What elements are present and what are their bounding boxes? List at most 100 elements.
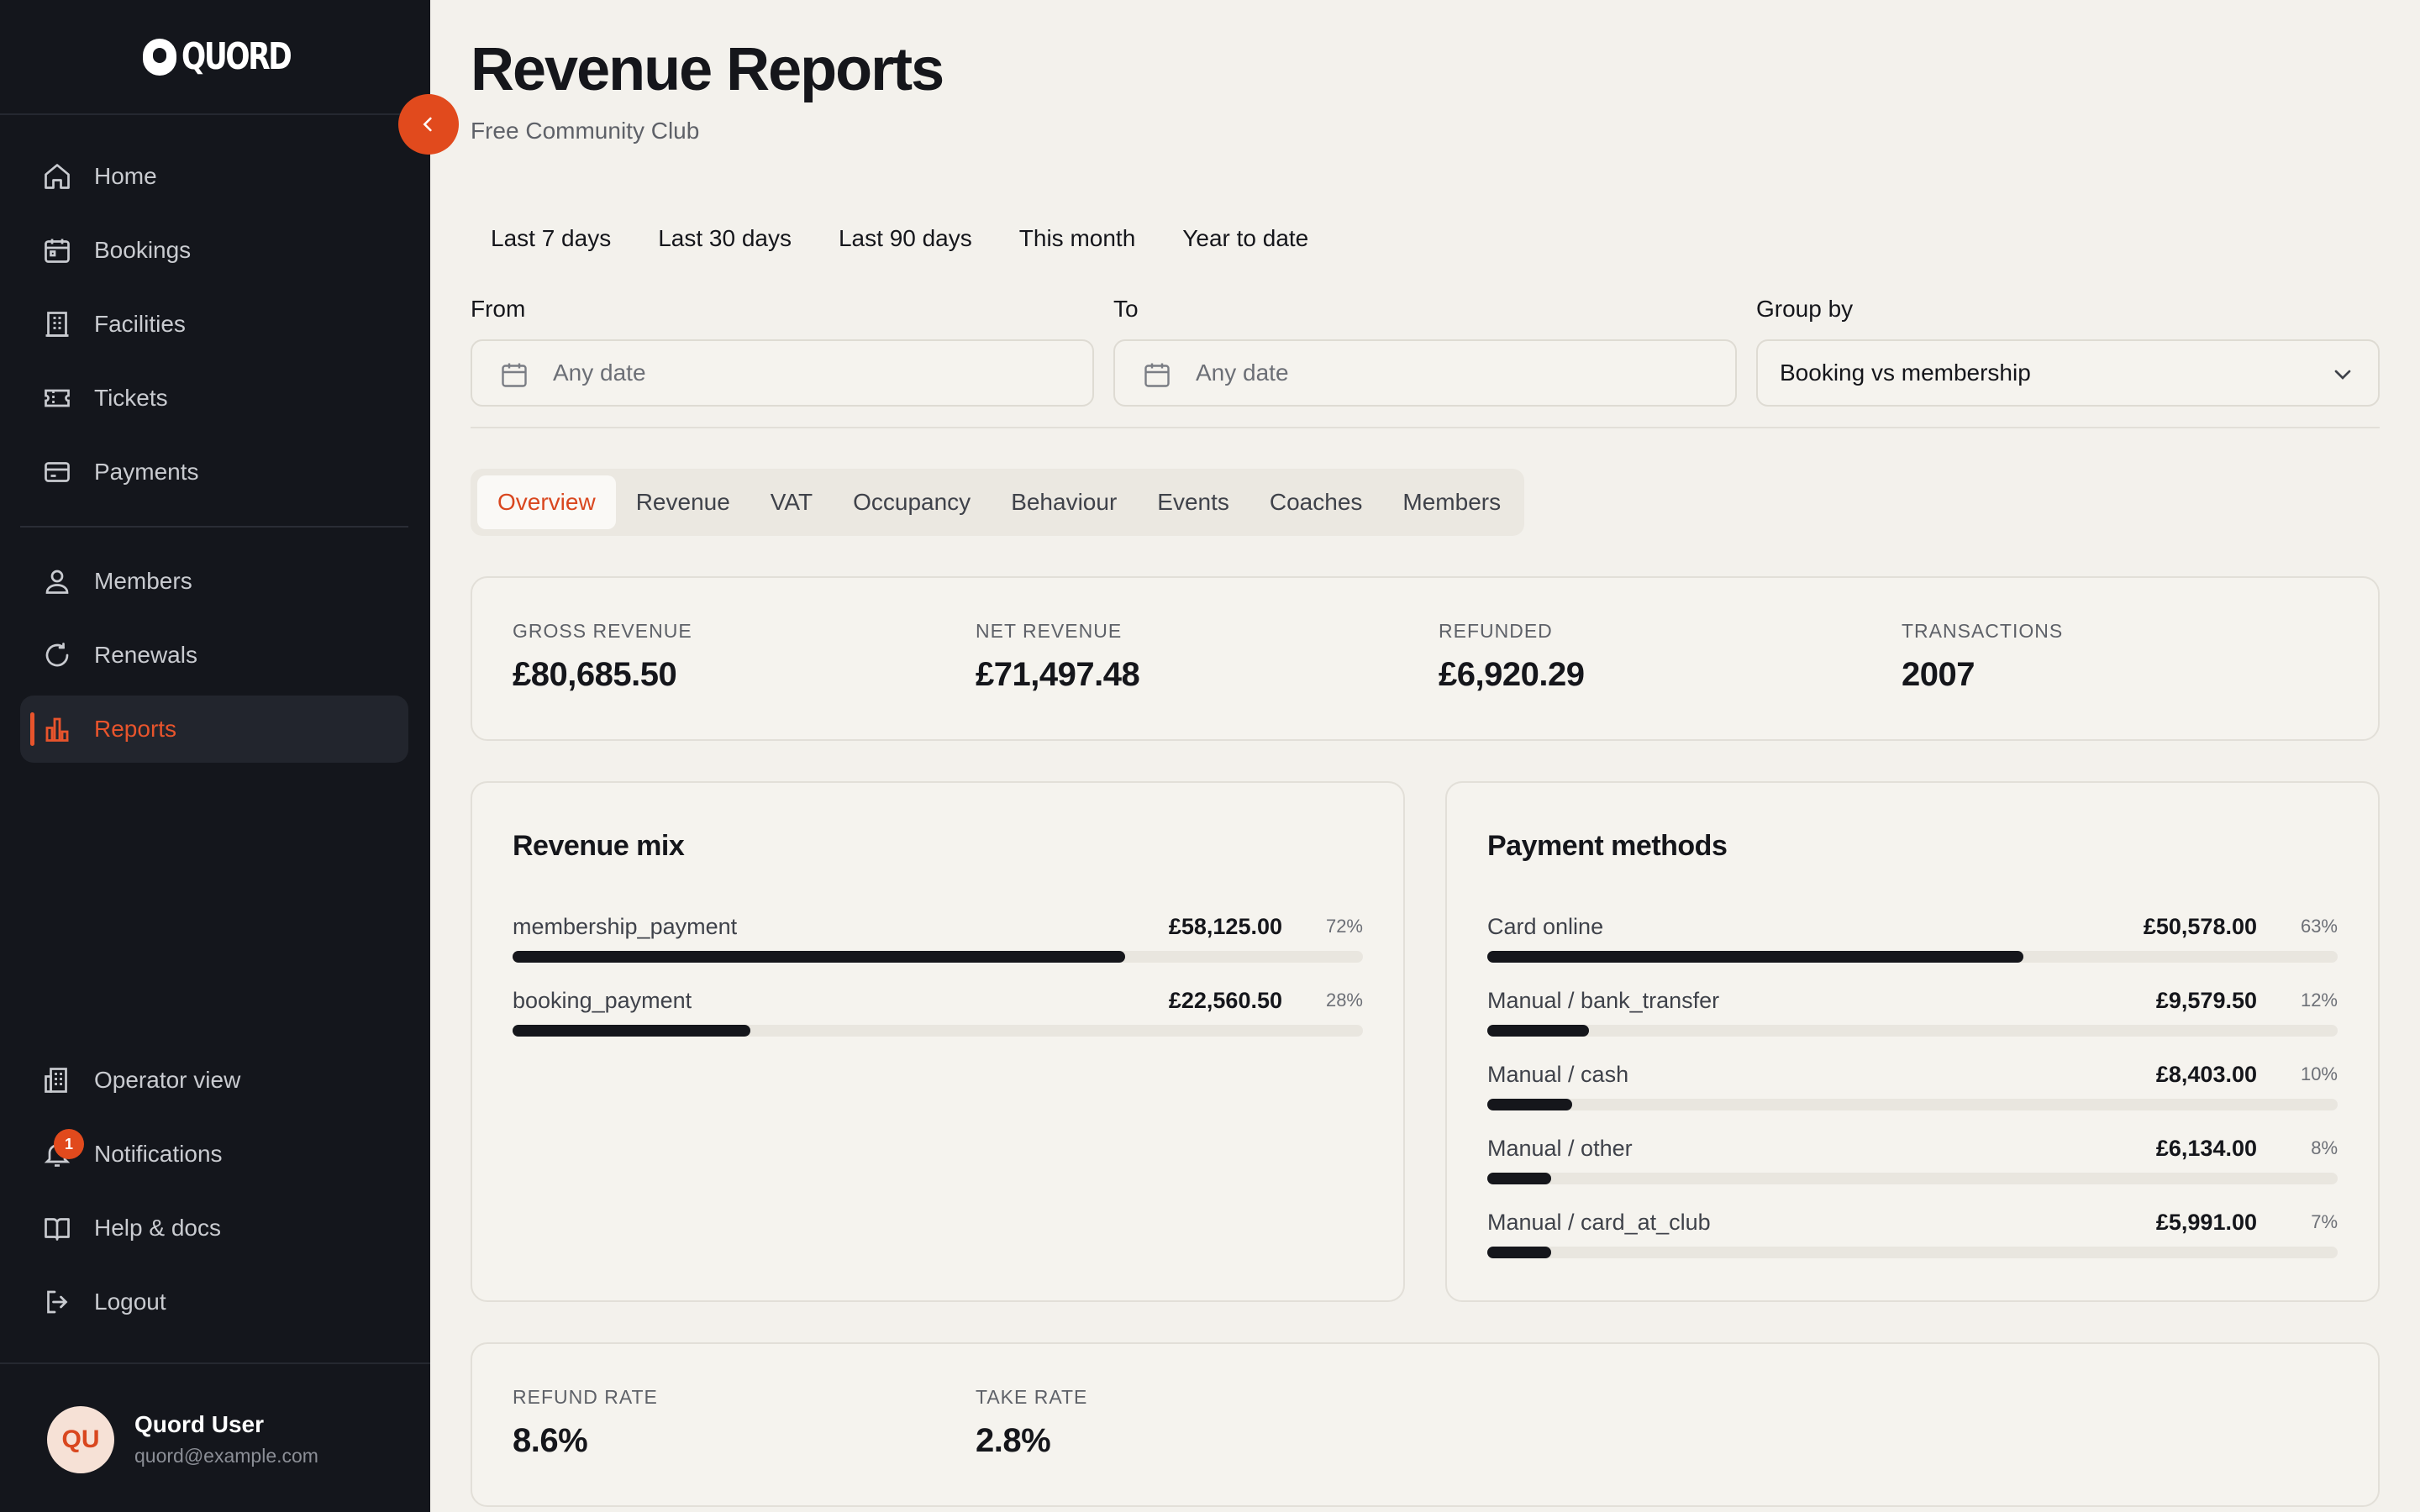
range-last-90-days[interactable]: Last 90 days	[838, 225, 972, 251]
payment-method-row: Manual / other £6,134.00 8%	[1487, 1136, 2338, 1194]
row-percent: 28%	[1325, 990, 1363, 1011]
row-percent: 7%	[2311, 1211, 2338, 1232]
sidebar-item-label: Help & docs	[94, 1215, 221, 1241]
group-by-value: Booking vs membership	[1780, 360, 2031, 386]
payment-method-row: Manual / bank_transfer £9,579.50 12%	[1487, 988, 2338, 1047]
progress-track	[1487, 1025, 2338, 1037]
tab-behaviour[interactable]: Behaviour	[1011, 489, 1118, 515]
calendar-icon	[502, 363, 527, 387]
tab-vat[interactable]: VAT	[770, 489, 813, 515]
stat-take-rate: TAKE RATE 2.8%	[976, 1386, 1087, 1460]
row-amount: £8,403.00	[2155, 1062, 2257, 1087]
calendar-icon	[1144, 363, 1170, 387]
from-label: From	[471, 296, 526, 322]
range-last-30-days[interactable]: Last 30 days	[658, 225, 792, 251]
progress-fill	[1487, 951, 2023, 963]
collapse-sidebar-button[interactable]	[398, 94, 459, 155]
to-label: To	[1113, 296, 1139, 322]
stat-value: 2007	[1902, 656, 1975, 693]
stat-net-revenue: NET REVENUE £71,497.48	[976, 620, 1140, 694]
tab-overview[interactable]: Overview	[477, 475, 616, 529]
summary-card: GROSS REVENUE £80,685.50 NET REVENUE £71…	[471, 576, 2380, 741]
progress-track	[1487, 1099, 2338, 1110]
to-date-field[interactable]: Any date	[1113, 339, 1737, 407]
stat-value: £6,920.29	[1439, 656, 1585, 693]
progress-track	[1487, 1173, 2338, 1184]
payment-methods-card: Payment methods Card online £50,578.00 6…	[1445, 781, 2380, 1302]
tab-members[interactable]: Members	[1402, 489, 1502, 515]
sidebar: QUORD Home Bookings Facilities Tickets P…	[0, 0, 430, 1512]
row-amount: £9,579.50	[2155, 988, 2257, 1013]
stat-label: NET REVENUE	[976, 620, 1123, 642]
sidebar-item-label: Logout	[94, 1289, 166, 1315]
book-icon	[40, 1211, 74, 1245]
sidebar-item-help[interactable]: Help & docs	[20, 1194, 408, 1262]
user-name: Quord User	[134, 1411, 265, 1437]
logo-text: QUORD	[182, 35, 292, 78]
tab-revenue[interactable]: Revenue	[635, 489, 730, 515]
row-name: Manual / card_at_club	[1487, 1210, 1711, 1235]
card-icon	[40, 455, 74, 489]
stat-value: £71,497.48	[976, 656, 1140, 693]
from-date-placeholder: Any date	[553, 360, 646, 386]
stat-label: GROSS REVENUE	[513, 620, 692, 642]
sidebar-item-logout[interactable]: Logout	[20, 1268, 408, 1336]
office-icon	[40, 1063, 74, 1097]
sidebar-item-label: Home	[94, 163, 157, 189]
sidebar-item-home[interactable]: Home	[20, 143, 408, 210]
payment-method-row: Manual / card_at_club £5,991.00 7%	[1487, 1210, 2338, 1268]
row-name: booking_payment	[513, 988, 692, 1013]
row-percent: 12%	[2300, 990, 2338, 1011]
sidebar-divider	[20, 526, 408, 528]
sidebar-item-renewals[interactable]: Renewals	[20, 622, 408, 689]
building-icon	[40, 307, 74, 341]
sidebar-item-label: Facilities	[94, 311, 186, 337]
sidebar-item-operator-view[interactable]: Operator view	[20, 1047, 408, 1114]
row-name: Manual / other	[1487, 1136, 1633, 1161]
brand-logo[interactable]: QUORD	[0, 0, 430, 115]
tab-events[interactable]: Events	[1157, 489, 1229, 515]
sidebar-item-label: Renewals	[94, 642, 197, 668]
range-year-to-date[interactable]: Year to date	[1182, 225, 1309, 251]
progress-track	[513, 951, 1363, 963]
revenue-mix-row: booking_payment £22,560.50 28%	[513, 988, 1363, 1047]
sidebar-item-label: Tickets	[94, 385, 168, 411]
sidebar-item-payments[interactable]: Payments	[20, 438, 408, 506]
sidebar-item-facilities[interactable]: Facilities	[20, 291, 408, 358]
stat-label: TRANSACTIONS	[1902, 620, 2064, 642]
ticket-icon	[40, 381, 74, 415]
chevron-left-icon	[423, 117, 432, 132]
refresh-icon	[40, 638, 74, 672]
range-last-7-days[interactable]: Last 7 days	[491, 225, 612, 251]
user-profile[interactable]: QU Quord User quord@example.com	[0, 1362, 430, 1512]
filter-divider	[471, 427, 2380, 428]
tab-occupancy[interactable]: Occupancy	[853, 489, 971, 515]
page-title: Revenue Reports	[471, 36, 944, 103]
tab-coaches[interactable]: Coaches	[1269, 489, 1363, 515]
sidebar-item-label: Payments	[94, 459, 199, 485]
progress-track	[513, 1025, 1363, 1037]
sidebar-item-bookings[interactable]: Bookings	[20, 217, 408, 284]
progress-fill	[1487, 1025, 1590, 1037]
row-amount: £5,991.00	[2155, 1210, 2257, 1235]
sidebar-item-label: Bookings	[94, 237, 192, 263]
from-date-field[interactable]: Any date	[471, 339, 1094, 407]
progress-track	[1487, 951, 2338, 963]
row-name: Manual / bank_transfer	[1487, 988, 1720, 1013]
chevron-down-icon	[2334, 370, 2351, 380]
row-percent: 10%	[2300, 1063, 2338, 1084]
range-this-month[interactable]: This month	[1018, 225, 1136, 251]
bar-chart-icon	[40, 712, 74, 746]
sidebar-item-members[interactable]: Members	[20, 548, 408, 615]
stat-label: REFUNDED	[1439, 620, 1553, 642]
logout-icon	[40, 1285, 74, 1319]
row-percent: 63%	[2300, 916, 2338, 937]
sidebar-item-reports[interactable]: Reports	[20, 696, 408, 763]
sidebar-item-tickets[interactable]: Tickets	[20, 365, 408, 432]
group-by-select[interactable]: Booking vs membership	[1756, 339, 2380, 407]
sidebar-item-label: Notifications	[94, 1141, 223, 1167]
home-icon	[40, 160, 74, 193]
payment-method-row: Manual / cash £8,403.00 10%	[1487, 1062, 2338, 1121]
progress-fill	[1487, 1173, 1551, 1184]
sidebar-item-notifications[interactable]: 1 Notifications	[20, 1121, 408, 1188]
